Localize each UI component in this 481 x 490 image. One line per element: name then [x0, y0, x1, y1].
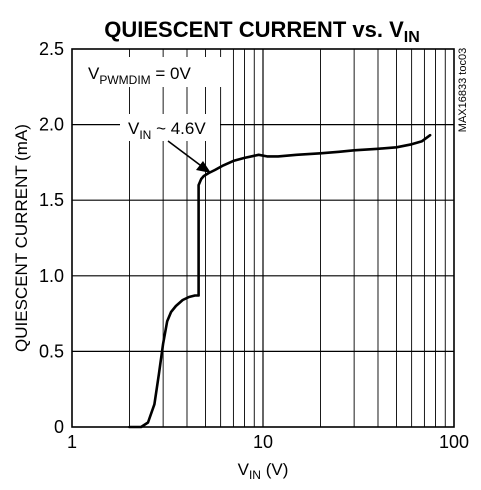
annotation-vin-sub: IN [139, 128, 151, 142]
annotation-arrow-line [167, 140, 205, 169]
chart-title: QUIESCENT CURRENT vs. VIN [104, 17, 420, 46]
x-tick-label: 10 [253, 432, 273, 452]
annotation-pwmdim: VPWMDIM = 0V [88, 64, 192, 87]
annotation-pwmdim-main: V [88, 64, 100, 83]
annotation-pwmdim-sub: PWMDIM [99, 73, 150, 87]
annotation-vin-main: V [128, 119, 140, 138]
x-tick-label: 100 [439, 432, 469, 452]
x-axis-label-main: V [238, 460, 250, 479]
annotation-box-vin [120, 114, 220, 141]
y-tick-label: 2.0 [39, 115, 64, 135]
x-tick-label: 1 [67, 432, 77, 452]
side-identifier: MAX16833 toc03 [457, 48, 469, 132]
plot-frame [71, 48, 455, 428]
y-tick-label: 1.0 [39, 266, 64, 286]
annotation-box-pwmdim [80, 57, 222, 87]
grid-lines [72, 49, 454, 427]
y-tick-label: 1.5 [39, 190, 64, 210]
y-tick-label: 0.5 [39, 341, 64, 361]
x-axis-label-unit: (V) [261, 460, 288, 479]
y-axis-label: QUIESCENT CURRENT (mA) [12, 124, 31, 352]
y-tick-label: 0 [54, 417, 64, 437]
x-axis-label: VIN (V) [238, 460, 289, 482]
series-line [128, 133, 432, 429]
annotation-vin-rest: ~ 4.6V [151, 119, 206, 138]
x-axis-label-sub: IN [249, 468, 261, 482]
annotation-pwmdim-rest: = 0V [151, 64, 192, 83]
y-tick-label: 2.5 [39, 39, 64, 59]
chart-title-main: QUIESCENT CURRENT vs. V [104, 17, 404, 42]
chart-title-sub: IN [404, 29, 420, 46]
annotation-arrowhead [196, 161, 211, 173]
x-tick-labels: 1 10 100 [67, 432, 469, 452]
annotation-vin: VIN ~ 4.6V [128, 119, 206, 142]
y-tick-labels: 0 0.5 1.0 1.5 2.0 2.5 [39, 39, 64, 437]
